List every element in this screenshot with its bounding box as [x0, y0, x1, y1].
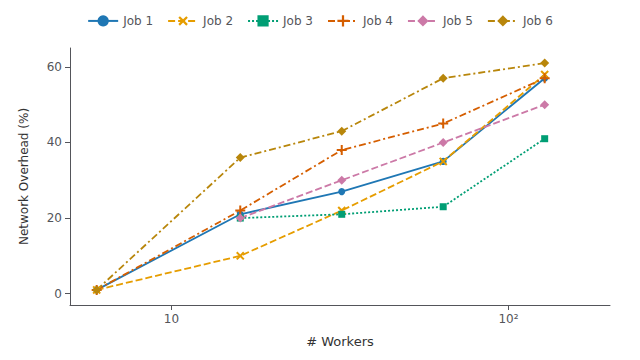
svg-text:20: 20	[47, 211, 62, 225]
svg-text:10: 10	[164, 312, 179, 326]
svg-text:Job 2: Job 2	[202, 14, 233, 28]
svg-text:Job 5: Job 5	[442, 14, 473, 28]
svg-text:Job 6: Job 6	[522, 14, 553, 28]
svg-text:Job 4: Job 4	[362, 14, 393, 28]
svg-text:Job 1: Job 1	[122, 14, 153, 28]
svg-text:Job 3: Job 3	[282, 14, 313, 28]
svg-text:0: 0	[54, 287, 62, 301]
svg-text:Network Overhead (%): Network Overhead (%)	[17, 108, 31, 245]
svg-text:# Workers: # Workers	[306, 334, 374, 349]
svg-text:10²: 10²	[498, 312, 518, 326]
svg-text:40: 40	[47, 135, 62, 149]
svg-text:60: 60	[47, 60, 62, 74]
